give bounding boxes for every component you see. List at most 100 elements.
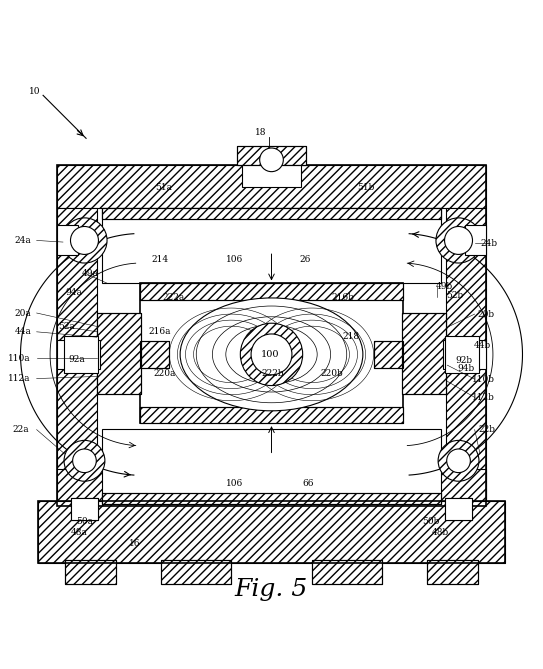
Circle shape xyxy=(62,218,107,263)
Circle shape xyxy=(438,440,479,481)
Bar xyxy=(97,313,141,393)
Text: 214: 214 xyxy=(151,255,169,264)
Text: 49b: 49b xyxy=(436,282,453,290)
Bar xyxy=(97,313,141,393)
Text: 22b: 22b xyxy=(478,425,495,434)
Circle shape xyxy=(436,218,481,263)
Text: 50a: 50a xyxy=(76,517,93,526)
Circle shape xyxy=(73,449,96,472)
Text: 216b: 216b xyxy=(331,294,354,302)
Text: 112b: 112b xyxy=(472,393,495,402)
Text: 49a: 49a xyxy=(82,269,99,278)
Bar xyxy=(237,147,306,165)
Bar xyxy=(102,429,441,504)
Bar xyxy=(312,560,382,585)
Bar xyxy=(445,498,472,520)
Text: 94a: 94a xyxy=(65,288,82,297)
Bar xyxy=(140,284,403,300)
Text: Fig. 5: Fig. 5 xyxy=(235,578,308,601)
Text: 22a: 22a xyxy=(12,425,29,434)
Bar xyxy=(402,313,446,393)
Bar xyxy=(102,493,441,504)
Bar xyxy=(56,340,99,369)
Bar xyxy=(56,165,487,208)
Bar xyxy=(140,407,403,423)
Bar xyxy=(56,208,97,506)
Text: 220b: 220b xyxy=(320,369,343,378)
Circle shape xyxy=(241,323,302,385)
Bar xyxy=(445,336,479,373)
Text: 94b: 94b xyxy=(457,365,475,373)
Circle shape xyxy=(64,440,105,481)
Text: 44a: 44a xyxy=(15,327,31,337)
Bar xyxy=(71,498,98,520)
Text: 24b: 24b xyxy=(481,239,498,248)
Text: 216a: 216a xyxy=(148,327,171,337)
Bar xyxy=(402,313,446,393)
Ellipse shape xyxy=(180,298,363,411)
Bar xyxy=(56,165,487,506)
Text: 52a: 52a xyxy=(58,322,74,331)
Bar xyxy=(56,225,78,255)
Bar xyxy=(102,208,441,219)
Text: 26: 26 xyxy=(300,255,311,264)
Text: 20b: 20b xyxy=(478,310,495,318)
Text: 52b: 52b xyxy=(447,291,464,300)
Bar xyxy=(312,560,382,585)
Bar xyxy=(56,469,487,506)
Bar xyxy=(37,501,506,563)
Circle shape xyxy=(445,227,472,254)
Text: 92a: 92a xyxy=(68,355,85,364)
Circle shape xyxy=(71,227,98,254)
Bar xyxy=(102,208,441,219)
Text: 100: 100 xyxy=(261,351,279,359)
Text: 51b: 51b xyxy=(357,183,374,192)
Text: 50b: 50b xyxy=(422,517,440,526)
Bar xyxy=(140,284,403,423)
Text: 66: 66 xyxy=(302,480,314,488)
Text: 20a: 20a xyxy=(15,308,31,318)
Bar xyxy=(102,493,441,504)
Bar xyxy=(161,560,231,585)
Text: 222a: 222a xyxy=(162,294,185,302)
Bar xyxy=(427,560,478,585)
Bar xyxy=(465,225,487,255)
Text: 51a: 51a xyxy=(155,183,173,192)
Text: 24a: 24a xyxy=(15,236,31,245)
Bar xyxy=(444,340,487,369)
Bar xyxy=(445,498,472,520)
Bar xyxy=(102,208,441,284)
Bar xyxy=(37,501,506,563)
Text: 220a: 220a xyxy=(154,369,176,378)
Bar xyxy=(242,165,301,187)
Text: 222b: 222b xyxy=(262,369,285,378)
Bar xyxy=(71,498,98,520)
Text: 106: 106 xyxy=(226,255,244,264)
Bar xyxy=(65,560,116,585)
Text: 10: 10 xyxy=(29,87,41,96)
Bar xyxy=(140,284,403,300)
Text: 44b: 44b xyxy=(474,341,491,350)
Bar xyxy=(64,336,98,373)
Text: 112a: 112a xyxy=(8,374,30,383)
Circle shape xyxy=(251,334,292,375)
Bar xyxy=(446,208,487,506)
Text: 92b: 92b xyxy=(456,356,472,365)
Bar xyxy=(161,560,231,585)
Text: 48a: 48a xyxy=(71,528,87,537)
Bar xyxy=(65,560,116,585)
Circle shape xyxy=(260,148,283,172)
Circle shape xyxy=(447,449,470,472)
Text: 218: 218 xyxy=(343,332,359,341)
Bar xyxy=(374,341,403,368)
Bar xyxy=(237,147,306,165)
Bar xyxy=(140,407,403,423)
Bar xyxy=(427,560,478,585)
Text: 16: 16 xyxy=(129,539,140,547)
Text: 106: 106 xyxy=(226,480,244,488)
Text: 110a: 110a xyxy=(8,354,30,363)
Bar xyxy=(140,341,169,368)
Bar xyxy=(140,341,169,368)
Text: 18: 18 xyxy=(255,128,267,137)
Text: 110b: 110b xyxy=(472,375,495,383)
